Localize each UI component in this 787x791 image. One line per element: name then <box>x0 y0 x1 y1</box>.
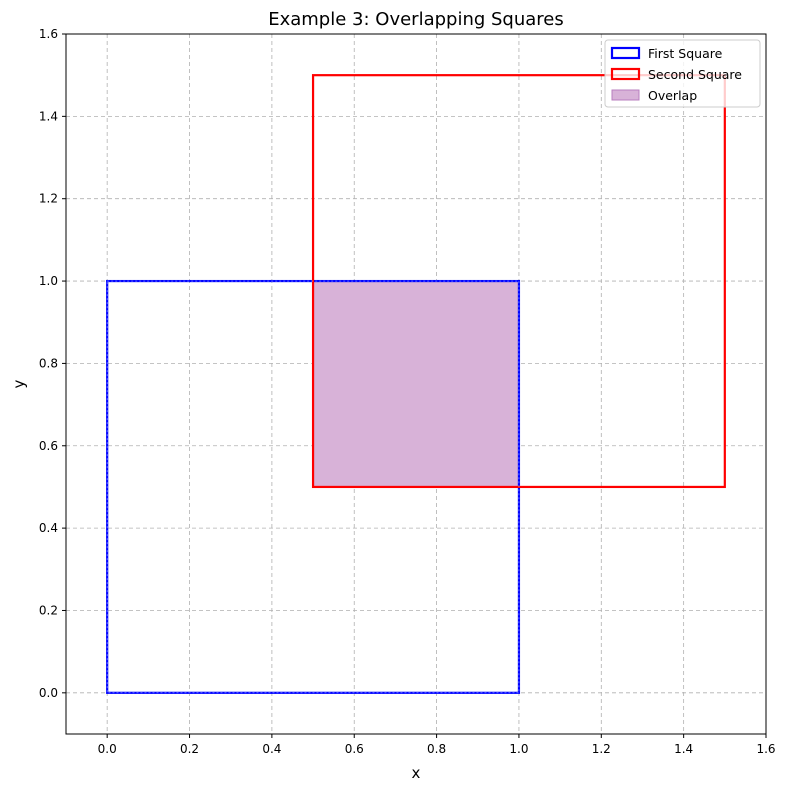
y-axis-label: y <box>10 379 28 388</box>
x-tick-label: 1.0 <box>509 742 528 756</box>
x-axis: 0.0 0.2 0.4 0.6 0.8 1.0 1.2 1.4 1.6 <box>98 734 776 756</box>
x-tick-label: 0.4 <box>262 742 281 756</box>
y-tick-label: 0.0 <box>39 686 58 700</box>
x-tick-label: 1.4 <box>674 742 693 756</box>
y-tick-label: 0.8 <box>39 356 58 370</box>
x-tick-label: 0.2 <box>180 742 199 756</box>
x-tick-label: 1.6 <box>756 742 775 756</box>
chart-title: Example 3: Overlapping Squares <box>268 9 564 30</box>
y-tick-label: 1.4 <box>39 109 58 123</box>
x-tick-label: 0.0 <box>98 742 117 756</box>
y-tick-label: 1.6 <box>39 27 58 41</box>
second-square-legend-label: Second Square <box>648 67 742 82</box>
first-square-legend-swatch <box>610 46 641 60</box>
overlap-legend-label: Overlap <box>648 88 697 103</box>
y-tick-label: 1.2 <box>39 192 58 206</box>
x-tick-label: 0.6 <box>345 742 364 756</box>
y-tick-label: 1.0 <box>39 274 58 288</box>
second-square-legend-swatch <box>610 67 641 81</box>
x-tick-label: 1.2 <box>592 742 611 756</box>
legend: First Square Second Square Overlap <box>604 39 761 108</box>
plot-shapes <box>106 74 726 694</box>
y-tick-label: 0.4 <box>39 521 58 535</box>
first-square-legend-label: First Square <box>648 46 723 61</box>
overlap-legend-swatch <box>611 89 640 101</box>
y-axis: 0.0 0.2 0.4 0.6 0.8 1.0 1.2 1.4 1.6 <box>39 27 66 700</box>
legend-box <box>604 39 761 108</box>
first-square-edge-detail <box>106 280 520 694</box>
plot-frame <box>65 33 767 735</box>
x-tick-label: 0.8 <box>427 742 446 756</box>
y-tick-label: 0.2 <box>39 603 58 617</box>
y-tick-label: 0.6 <box>39 439 58 453</box>
x-axis-label: x <box>412 764 421 782</box>
overlap-region <box>312 280 520 488</box>
